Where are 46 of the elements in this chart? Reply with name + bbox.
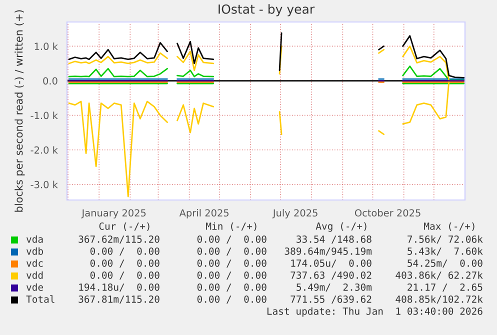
text: Max (-/+) [424,222,474,231]
legend-label: Total [26,295,54,303]
text: 403.86k/ 62.27k [396,271,483,280]
text: 7.56k/ 72.06k [408,235,483,244]
legend-label: vde [26,283,43,291]
chart-title: IOstat - by year [218,4,315,16]
text: 0.00 / 0.00 [197,271,266,280]
text: 408.85k/102.72k [396,295,483,304]
text: 54.25m/ 0.00 [408,259,482,268]
text: 21.17 / 2.65 [408,283,482,292]
x-tick-label: October 2025 [354,209,420,217]
text: Last update: Thu Jan 1 03:40:00 2026 [267,307,482,317]
text: Cur (-/+) [99,222,150,231]
text: 771.55 /639.62 [290,295,372,304]
text: 5.49m/ 2.30m [296,283,372,292]
y-tick-label: -3.0 k [30,180,58,188]
legend-label: vdc [26,259,43,267]
text: Min (-/+) [206,222,256,231]
text: 367.62m/115.20 [78,235,160,244]
y-tick-label: 1.0 k [34,42,58,50]
text: Avg (-/+) [316,222,366,232]
y-tick-label: -2.0 k [30,146,58,154]
text: 33.54 /148.68 [296,235,372,244]
legend-label: vda [26,235,43,243]
text: 174.05u/ 0.00 [291,259,372,268]
text: 737.63 /490.02 [290,271,372,280]
text: 0.00 / 0.00 [197,247,266,256]
x-tick-label: July 2025 [272,209,318,218]
y-tick-label: 0.0 [43,77,58,85]
text: 0.00 / 0.00 [197,283,266,292]
x-tick-label: January 2025 [81,209,146,218]
text: 0.00 / 0.00 [90,271,160,280]
legend-label: vdd [26,271,43,279]
text: 389.64m/945.19m [284,247,372,256]
text: 0.00 / 0.00 [197,235,266,244]
text: 367.81m/115.20 [78,295,160,304]
text: 0.00 / 0.00 [90,247,160,256]
y-tick-label: -1.0 k [30,112,58,120]
x-tick-label: April 2025 [179,209,229,218]
y-axis-title: blocks per second read (-) / written (+) [14,10,25,212]
legend-label: vdb [26,247,43,255]
text: 5.43k/ 7.60k [408,247,483,256]
text: 0.00 / 0.00 [197,259,266,268]
text: 0.00 / 0.00 [90,259,160,268]
text: 0.00 / 0.00 [197,295,266,304]
text: 194.18u/ 0.00 [79,283,160,292]
